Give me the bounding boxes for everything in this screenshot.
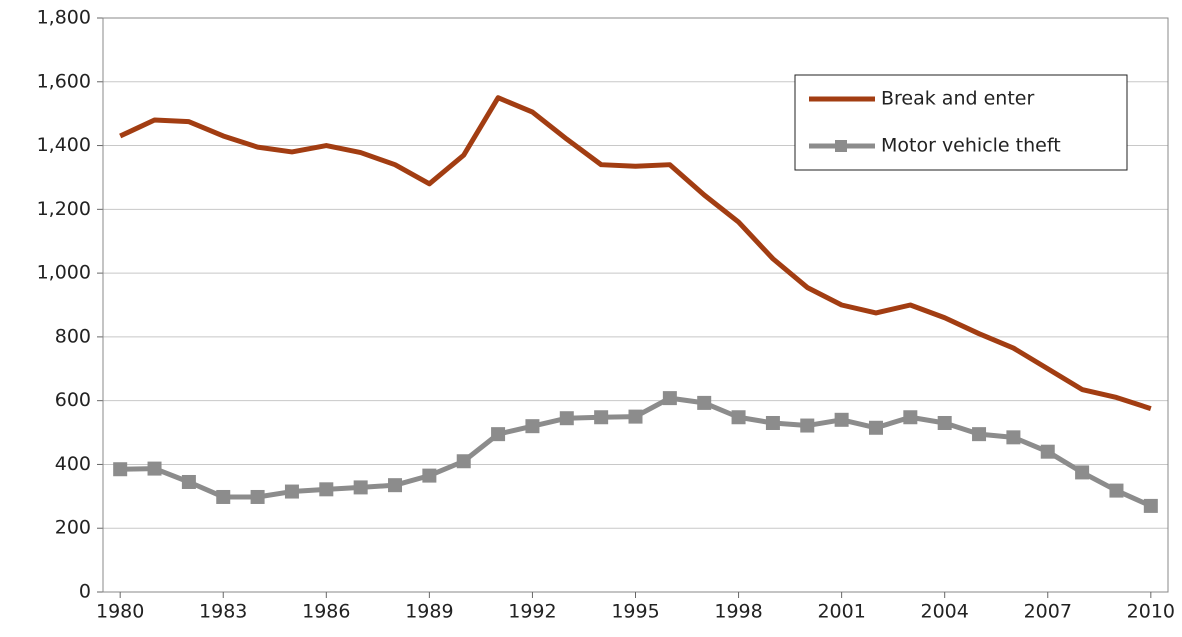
point-marker xyxy=(868,420,883,435)
y-tick-label: 800 xyxy=(55,325,91,347)
x-tick-label: 2007 xyxy=(1024,601,1072,623)
legend-box xyxy=(794,74,1128,171)
point-marker xyxy=(422,468,437,483)
legend-label: Break and enter xyxy=(881,88,1034,110)
point-marker xyxy=(972,427,987,442)
point-marker xyxy=(319,482,334,497)
x-tick-label: 1986 xyxy=(302,601,350,623)
x-tick-label: 1983 xyxy=(199,601,247,623)
point-marker xyxy=(147,461,162,476)
point-marker xyxy=(388,478,403,493)
point-marker xyxy=(731,410,746,425)
y-tick-label: 1,600 xyxy=(37,70,91,92)
x-tick-label: 2004 xyxy=(921,601,969,623)
x-tick-label: 1992 xyxy=(508,601,556,623)
point-marker xyxy=(1075,465,1090,480)
point-marker xyxy=(250,489,265,504)
point-marker xyxy=(113,462,128,477)
point-marker xyxy=(1143,498,1158,513)
point-marker xyxy=(1109,483,1124,498)
point-marker xyxy=(216,489,231,504)
point-marker xyxy=(284,484,299,499)
point-marker xyxy=(903,410,918,425)
series-line xyxy=(119,95,1152,412)
x-tick-label: 1995 xyxy=(611,601,659,623)
x-tick-label: 2010 xyxy=(1127,601,1175,623)
point-marker xyxy=(834,412,849,427)
point-marker xyxy=(800,418,815,433)
x-tick-label: 1998 xyxy=(714,601,762,623)
point-marker xyxy=(491,427,506,442)
y-tick-label: 600 xyxy=(55,389,91,411)
y-tick-label: 1,400 xyxy=(37,134,91,156)
y-tick-label: 400 xyxy=(55,453,91,475)
point-marker xyxy=(559,411,574,426)
point-marker xyxy=(1006,430,1021,445)
x-tick-label: 2001 xyxy=(817,601,865,623)
point-marker xyxy=(1040,444,1055,459)
point-marker xyxy=(937,415,952,430)
y-tick-label: 200 xyxy=(55,517,91,539)
point-marker xyxy=(662,391,677,406)
point-marker xyxy=(594,410,609,425)
y-tick-label: 1,200 xyxy=(37,198,91,220)
y-tick-label: 0 xyxy=(79,581,91,603)
point-marker xyxy=(456,454,471,469)
y-tick-label: 1,800 xyxy=(37,7,91,29)
point-marker xyxy=(628,409,643,424)
point-marker xyxy=(181,474,196,489)
x-tick-label: 1980 xyxy=(96,601,144,623)
legend-label: Motor vehicle theft xyxy=(881,135,1061,157)
point-marker xyxy=(697,395,712,410)
y-tick-label: 1,000 xyxy=(37,262,91,284)
legend-marker xyxy=(835,140,847,152)
point-marker xyxy=(353,480,368,495)
point-marker xyxy=(525,419,540,434)
point-marker xyxy=(765,415,780,430)
x-tick-label: 1989 xyxy=(405,601,453,623)
